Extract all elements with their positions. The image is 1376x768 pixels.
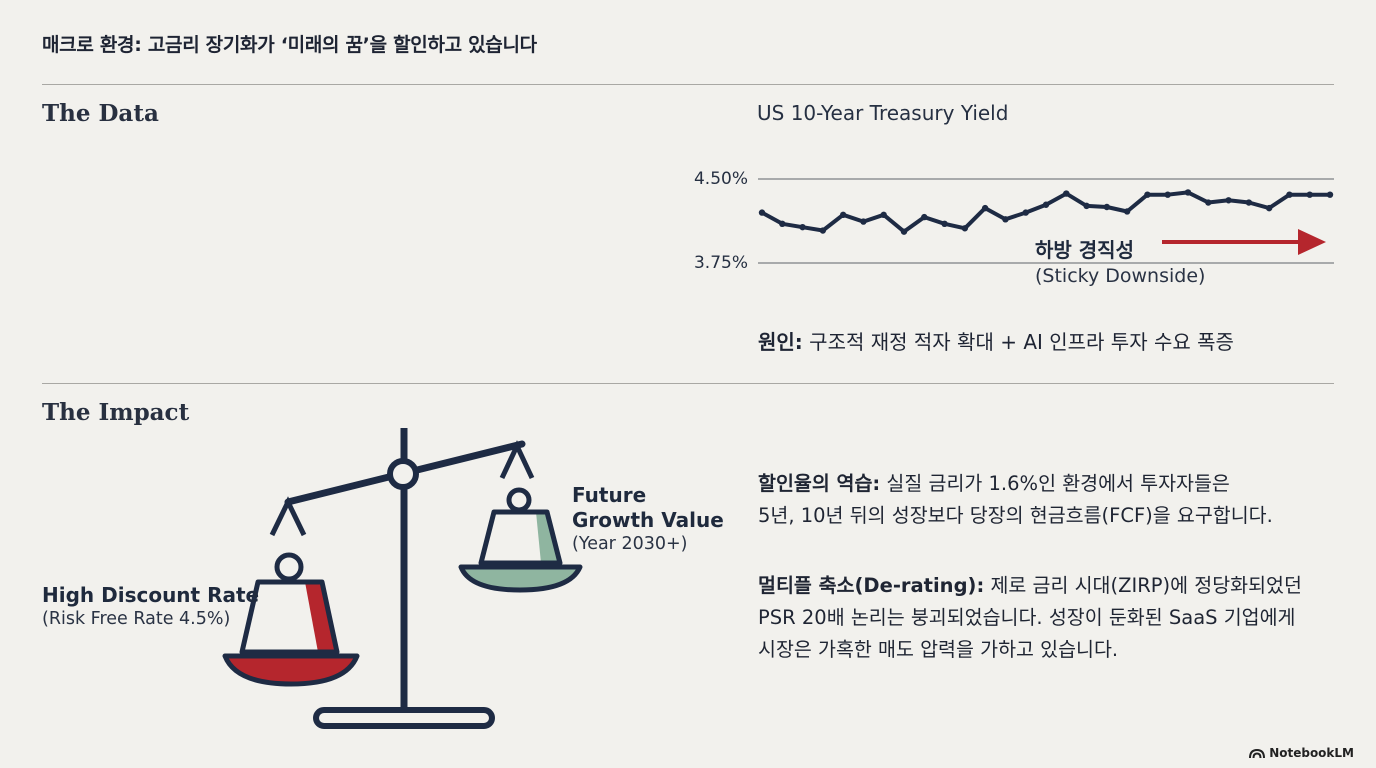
annotation-title: 하방 경직성 [1035, 238, 1134, 262]
data-point [941, 220, 948, 227]
y-tick-label: 4.50% [693, 169, 748, 189]
data-point [819, 227, 827, 234]
left-weight-subtitle: (Risk Free Rate 4.5%) [42, 609, 231, 629]
y-tick-label: 3.75% [693, 253, 748, 273]
impact-p1-line2: 5년, 10년 뒤의 성장보다 당장의 현금흐름(FCF)을 요구합니다. [758, 504, 1273, 527]
data-point [1306, 191, 1313, 198]
scale-pivot [387, 458, 419, 490]
data-point [1123, 208, 1131, 215]
data-point [961, 225, 969, 232]
notebooklm-branding: NotebookLM [1249, 746, 1354, 760]
right-weight-ring [506, 487, 532, 513]
right-weight-title-line1: Future [572, 483, 647, 507]
data-point [1042, 201, 1050, 208]
right-weight-body [478, 509, 563, 566]
notebooklm-label: NotebookLM [1269, 746, 1354, 760]
data-point [860, 218, 867, 225]
divider-top [42, 84, 1334, 85]
impact-p1-heading: 할인율의 역습: [758, 472, 881, 495]
data-point [799, 223, 806, 231]
scale-base [313, 707, 495, 729]
data-point [1184, 189, 1192, 196]
impact-paragraph-discount: 할인율의 역습: 실질 금리가 1.6%인 환경에서 투자자들은 5년, 10년… [758, 468, 1273, 532]
left-hanger [269, 496, 307, 537]
impact-p2-line3: 시장은 가혹한 매도 압력을 가하고 있습니다. [758, 638, 1119, 661]
annotation-subtitle: (Sticky Downside) [1035, 265, 1206, 287]
data-point [900, 228, 908, 235]
left-weight-title: High Discount Rate [42, 583, 260, 607]
data-point [1286, 191, 1293, 198]
impact-p1-line1: 실질 금리가 1.6%인 환경에서 투자자들은 [880, 472, 1230, 495]
impact-p2-heading: 멀티플 축소(De-rating): [758, 574, 985, 597]
data-point [839, 211, 847, 219]
right-weight-subtitle: (Year 2030+) [572, 534, 688, 554]
data-point [1265, 204, 1273, 212]
cause-label: 원인: [758, 330, 803, 354]
right-weight-accent [536, 512, 560, 563]
data-point [1225, 197, 1232, 204]
data-point [981, 204, 989, 212]
page-title: 매크로 환경: 고금리 장기화가 ‘미래의 꿈’을 할인하고 있습니다 [42, 34, 537, 56]
data-point [758, 209, 766, 216]
left-pan-fill [227, 656, 355, 682]
right-weight-title-line2: Growth Value [572, 508, 724, 532]
cause-body: 구조적 재정 적자 확대 + AI 인프라 투자 수요 폭증 [802, 330, 1234, 354]
left-pan [222, 653, 360, 687]
data-point [880, 211, 887, 219]
data-point [1103, 203, 1111, 211]
right-hanger [499, 440, 535, 480]
impact-p2-line1: 제로 금리 시대(ZIRP)에 정당화되었던 [984, 574, 1302, 597]
section-title-impact: The Impact [42, 399, 190, 426]
chart-title: US 10-Year Treasury Yield [757, 101, 1009, 125]
data-point [1326, 191, 1334, 198]
left-weight-ring [274, 552, 304, 582]
data-point [1083, 202, 1090, 210]
data-point [1164, 191, 1171, 198]
data-point [1245, 199, 1253, 206]
impact-paragraph-derating: 멀티플 축소(De-rating): 제로 금리 시대(ZIRP)에 정당화되었… [758, 570, 1302, 666]
data-point [1022, 209, 1029, 216]
data-point [921, 213, 928, 221]
left-weight-body [239, 579, 340, 655]
divider-middle [42, 383, 1334, 384]
data-point [1063, 190, 1070, 197]
impact-p2-line2: PSR 20배 논리는 붕괴되었습니다. 성장이 둔화된 SaaS 기업에게 [758, 606, 1296, 629]
section-title-data: The Data [42, 100, 159, 127]
data-point [779, 220, 786, 227]
cause-text: 원인: 구조적 재정 적자 확대 + AI 인프라 투자 수요 폭증 [758, 326, 1234, 355]
data-point [1144, 191, 1151, 198]
left-weight-accent [305, 582, 337, 652]
data-point [1002, 216, 1009, 223]
notebooklm-logo-icon [1249, 748, 1266, 758]
data-point [1205, 199, 1212, 206]
right-pan-fill [463, 567, 578, 588]
right-pan [458, 564, 583, 593]
trend-arrow-head [1298, 229, 1326, 255]
